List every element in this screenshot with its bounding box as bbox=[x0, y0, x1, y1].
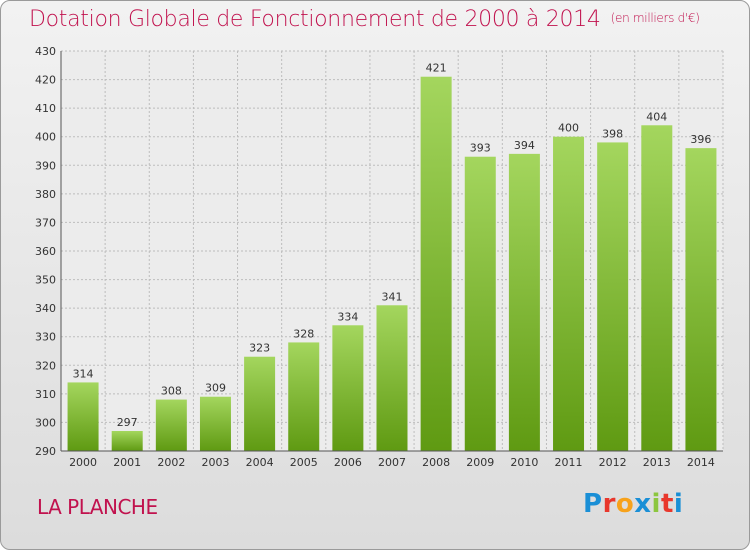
bar-value-label: 396 bbox=[690, 133, 711, 146]
x-tick-label: 2007 bbox=[378, 456, 406, 469]
bar bbox=[508, 153, 540, 451]
bar-value-label: 309 bbox=[205, 382, 226, 395]
y-tick-label: 330 bbox=[35, 331, 56, 344]
logo-letter: r bbox=[602, 489, 616, 519]
bar bbox=[111, 431, 143, 451]
y-tick-label: 390 bbox=[35, 159, 56, 172]
y-tick-label: 290 bbox=[35, 445, 56, 458]
y-tick-label: 350 bbox=[35, 274, 56, 287]
bar bbox=[553, 136, 585, 451]
x-tick-label: 2012 bbox=[599, 456, 627, 469]
y-tick-label: 340 bbox=[35, 302, 56, 315]
chart-title: Dotation Globale de Fonctionnement de 20… bbox=[29, 7, 700, 32]
logo-letter: i bbox=[673, 489, 684, 519]
bar bbox=[67, 382, 99, 451]
bar-chart: 314 297 308 309 323 328 334 341 421 393 394 400 398 4… bbox=[35, 45, 724, 469]
y-tick-label: 370 bbox=[35, 216, 56, 229]
bar-value-label: 334 bbox=[337, 310, 358, 323]
title-text: Dotation Globale de Fonctionnement de 20… bbox=[29, 7, 601, 32]
y-tick-label: 380 bbox=[35, 188, 56, 201]
x-tick-label: 2002 bbox=[157, 456, 185, 469]
bar-value-label: 297 bbox=[117, 416, 138, 429]
bar bbox=[420, 76, 452, 451]
x-tick-label: 2006 bbox=[334, 456, 362, 469]
logo-letter: x bbox=[634, 489, 652, 519]
bar-value-label: 404 bbox=[646, 110, 667, 123]
x-tick-label: 2008 bbox=[422, 456, 450, 469]
unit-note: (en milliers d'€) bbox=[610, 11, 700, 25]
logo-letter: o bbox=[615, 489, 635, 519]
y-tick-label: 360 bbox=[35, 245, 56, 258]
y-tick-label: 400 bbox=[35, 131, 56, 144]
x-tick-label: 2003 bbox=[201, 456, 229, 469]
bar bbox=[685, 148, 717, 451]
logo-letter: t bbox=[660, 489, 674, 519]
x-tick-label: 2001 bbox=[113, 456, 141, 469]
logo-letter: i bbox=[651, 489, 661, 519]
bar bbox=[244, 356, 276, 451]
y-tick-label: 310 bbox=[35, 388, 56, 401]
x-tick-label: 2009 bbox=[466, 456, 494, 469]
bar-value-label: 314 bbox=[73, 367, 94, 380]
proxiti-logo: Proxiti bbox=[583, 489, 683, 519]
y-tick-label: 300 bbox=[35, 416, 56, 429]
y-tick-label: 430 bbox=[35, 45, 56, 58]
x-tick-label: 2014 bbox=[687, 456, 715, 469]
labels-layer: 314 297 308 309 323 328 334 341 421 393 394 400 398 4… bbox=[73, 62, 712, 429]
bar-value-label: 400 bbox=[558, 122, 579, 135]
x-tick-label: 2010 bbox=[510, 456, 538, 469]
bar-value-label: 393 bbox=[470, 142, 491, 155]
y-tick-label: 320 bbox=[35, 359, 56, 372]
bar-value-label: 308 bbox=[161, 385, 182, 398]
x-tick-label: 2011 bbox=[555, 456, 583, 469]
bars-layer bbox=[67, 76, 717, 452]
bar bbox=[464, 156, 496, 451]
x-tick-label: 2013 bbox=[643, 456, 671, 469]
x-tick-label: 2000 bbox=[69, 456, 97, 469]
bar bbox=[332, 325, 364, 451]
bar bbox=[376, 305, 408, 451]
logo-letter: P bbox=[583, 489, 603, 519]
axis-layer: 290 300 310 320 330 340 350 360 370 380 390 400 410 4… bbox=[35, 45, 723, 469]
y-tick-label: 420 bbox=[35, 74, 56, 87]
y-tick-label: 410 bbox=[35, 102, 56, 115]
x-tick-label: 2005 bbox=[290, 456, 318, 469]
bar bbox=[597, 142, 629, 451]
bar-value-label: 398 bbox=[602, 127, 623, 140]
bar-value-label: 394 bbox=[514, 139, 535, 152]
bar-value-label: 341 bbox=[382, 290, 403, 303]
bar-value-label: 328 bbox=[293, 327, 314, 340]
commune-name: LA PLANCHE bbox=[37, 495, 158, 519]
bar-value-label: 421 bbox=[426, 62, 447, 75]
x-tick-label: 2004 bbox=[246, 456, 274, 469]
bar bbox=[641, 125, 673, 452]
bar bbox=[155, 399, 187, 451]
bar bbox=[288, 342, 320, 451]
bar bbox=[199, 396, 231, 451]
bar-value-label: 323 bbox=[249, 342, 270, 355]
